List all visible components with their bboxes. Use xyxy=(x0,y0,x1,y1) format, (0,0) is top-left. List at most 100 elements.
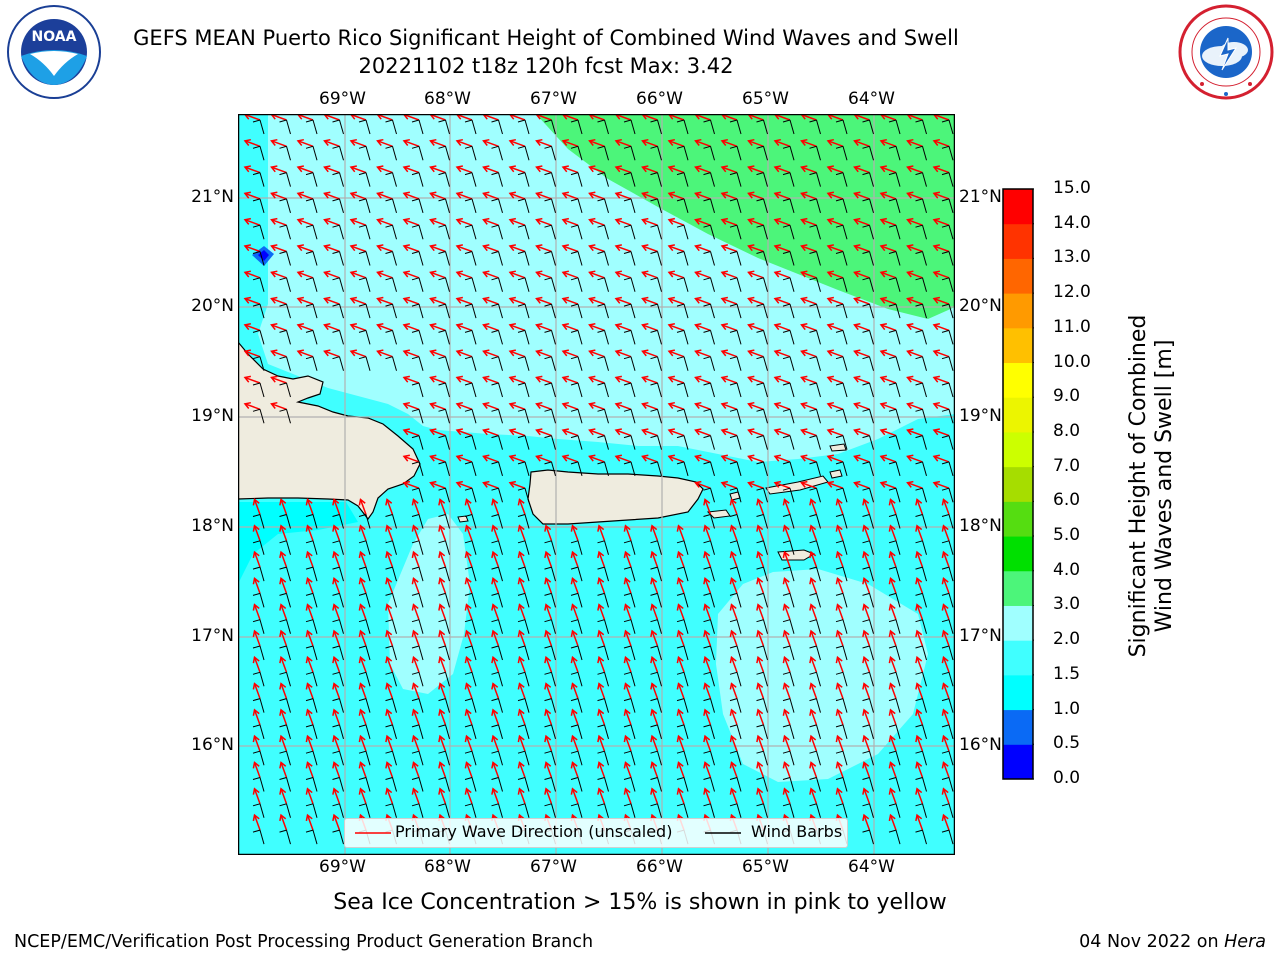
wave-direction-arrow xyxy=(296,323,314,332)
wind-barb xyxy=(279,172,291,187)
wind-barb xyxy=(676,724,689,740)
wave-direction-arrow xyxy=(729,708,738,726)
wave-direction-arrow xyxy=(747,375,764,384)
wave-direction-arrow xyxy=(535,349,552,358)
wave-direction-arrow xyxy=(694,375,711,384)
wave-direction-arrow xyxy=(862,734,871,752)
wind-barb xyxy=(676,172,689,187)
lon-tick-label-top: 69°W xyxy=(319,89,366,109)
wind-barb xyxy=(888,645,901,661)
wave-direction-arrow xyxy=(667,428,685,437)
wind-barb xyxy=(385,119,397,135)
wind-barb xyxy=(809,172,821,187)
wave-direction-arrow xyxy=(906,217,923,226)
wind-barb xyxy=(279,698,291,713)
wind-barb xyxy=(597,724,609,740)
wind-barb xyxy=(729,356,742,371)
wind-barb xyxy=(597,461,609,477)
wind-barb xyxy=(782,724,795,740)
wave-direction-arrow xyxy=(482,401,499,411)
wave-direction-arrow xyxy=(517,787,526,805)
wave-direction-arrow xyxy=(482,191,499,200)
wave-direction-arrow xyxy=(561,270,579,279)
wave-direction-arrow xyxy=(782,576,791,594)
wave-direction-arrow xyxy=(491,761,500,778)
wind-barb xyxy=(888,777,901,792)
wind-barb xyxy=(411,382,424,398)
wave-direction-arrow xyxy=(535,296,552,305)
wind-barb xyxy=(862,829,874,845)
wind-barb xyxy=(544,145,556,161)
wind-barb xyxy=(385,724,397,740)
wind-barb xyxy=(385,645,397,661)
wind-barb xyxy=(491,198,503,214)
wave-direction-arrow xyxy=(385,498,394,515)
wind-barb xyxy=(358,592,371,608)
wave-direction-arrow xyxy=(879,217,897,226)
wind-barb xyxy=(438,619,450,634)
wave-direction-arrow xyxy=(747,191,764,200)
wind-barb xyxy=(809,198,821,214)
wind-barb xyxy=(438,356,450,371)
wind-barb xyxy=(862,540,874,555)
wave-direction-arrow xyxy=(332,629,341,647)
wave-direction-arrow xyxy=(835,629,844,647)
wave-direction-arrow xyxy=(305,655,314,673)
wind-barb xyxy=(358,224,371,240)
wave-direction-arrow xyxy=(508,296,526,305)
noaa-logo-text: NOAA xyxy=(32,29,77,45)
wave-direction-arrow xyxy=(358,629,367,647)
wind-barb xyxy=(915,277,927,292)
wind-barb xyxy=(358,671,371,687)
wave-direction-arrow xyxy=(941,734,950,752)
wind-barb xyxy=(941,435,954,450)
colorbar-segment xyxy=(1003,431,1033,468)
wind-barb xyxy=(729,487,742,503)
wave-direction-arrow xyxy=(570,603,579,620)
wave-direction-arrow xyxy=(641,323,658,332)
wave-direction-arrow xyxy=(279,813,288,831)
wind-barb xyxy=(544,619,556,634)
wind-barb xyxy=(491,487,503,503)
wind-barb xyxy=(809,803,821,818)
wave-direction-arrow xyxy=(455,296,473,305)
wind-barb xyxy=(597,645,609,661)
wind-barb xyxy=(438,803,450,818)
wind-barb xyxy=(676,671,689,687)
wind-barb xyxy=(305,224,318,240)
wave-direction-arrow xyxy=(729,734,738,752)
wind-barb xyxy=(835,382,848,398)
wind-barb xyxy=(703,487,715,503)
wave-direction-arrow xyxy=(906,244,923,253)
wind-barb xyxy=(862,777,874,792)
wind-barb xyxy=(915,461,927,477)
wave-direction-arrow xyxy=(720,375,738,384)
wave-direction-arrow xyxy=(429,270,446,279)
colorbar-tick-label: 0.5 xyxy=(1053,733,1081,754)
wind-barb xyxy=(517,303,530,319)
wave-direction-arrow xyxy=(411,787,420,805)
wave-direction-arrow xyxy=(915,813,924,831)
wind-barb xyxy=(332,251,344,266)
wind-barb xyxy=(358,303,371,319)
wave-direction-arrow xyxy=(279,682,288,699)
wave-direction-arrow xyxy=(561,138,579,148)
wave-direction-arrow xyxy=(941,761,950,778)
wind-barb xyxy=(915,172,927,187)
wind-barb xyxy=(941,514,954,529)
wind-barb xyxy=(915,645,927,661)
wave-direction-arrow xyxy=(402,349,420,358)
wind-barb xyxy=(809,408,821,424)
wave-direction-arrow xyxy=(756,708,765,726)
colorbar-tick-label: 14.0 xyxy=(1053,212,1091,233)
footer-host: Hera xyxy=(1224,932,1266,952)
wind-barb xyxy=(650,724,662,740)
wave-direction-arrow xyxy=(862,629,871,647)
wind-barb xyxy=(888,435,901,450)
wind-barb xyxy=(464,277,477,292)
wave-direction-arrow xyxy=(482,375,499,384)
wind-barb xyxy=(570,645,583,661)
wind-barb xyxy=(676,777,689,792)
wave-direction-arrow xyxy=(773,138,791,148)
wave-direction-arrow xyxy=(906,480,923,489)
